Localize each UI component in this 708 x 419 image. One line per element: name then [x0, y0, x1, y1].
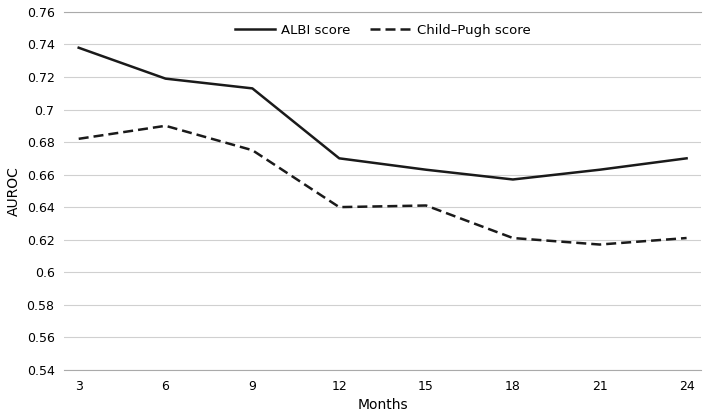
Child–Pugh score	[422, 203, 430, 208]
Y-axis label: AUROC: AUROC	[7, 166, 21, 216]
ALBI score	[508, 177, 517, 182]
Line: ALBI score: ALBI score	[79, 48, 687, 179]
Child–Pugh score	[508, 235, 517, 241]
Child–Pugh score	[74, 136, 83, 141]
X-axis label: Months: Months	[358, 398, 408, 412]
Legend: ALBI score, Child–Pugh score: ALBI score, Child–Pugh score	[229, 18, 535, 42]
ALBI score	[595, 167, 604, 172]
ALBI score	[335, 156, 343, 161]
Child–Pugh score	[595, 242, 604, 247]
Child–Pugh score	[335, 204, 343, 210]
ALBI score	[248, 86, 256, 91]
ALBI score	[422, 167, 430, 172]
Child–Pugh score	[683, 235, 691, 241]
Child–Pugh score	[161, 123, 170, 128]
ALBI score	[161, 76, 170, 81]
ALBI score	[74, 45, 83, 50]
Line: Child–Pugh score: Child–Pugh score	[79, 126, 687, 245]
Child–Pugh score	[248, 147, 256, 153]
ALBI score	[683, 156, 691, 161]
